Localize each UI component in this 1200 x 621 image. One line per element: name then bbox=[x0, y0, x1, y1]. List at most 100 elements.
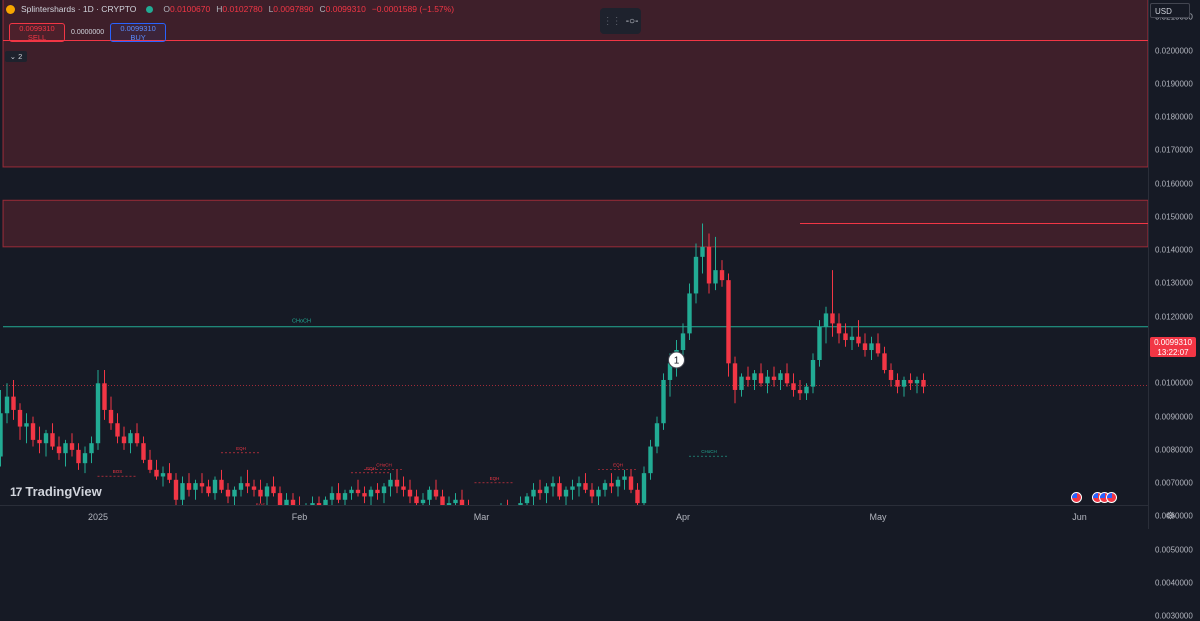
chart-pane[interactable]: CHoCHEQHBOSBOSEQHCHoCHEQLCHoCHEQHEQHCHoC… bbox=[0, 0, 1148, 505]
level-label: CHoCH bbox=[292, 319, 311, 325]
bullish-candle bbox=[349, 489, 354, 494]
last-price-label: 0.0099310 13:22:07 bbox=[1150, 337, 1196, 357]
bullish-candle bbox=[544, 486, 549, 494]
floating-drawing-toolbar[interactable]: ⋮⋮ -○- bbox=[600, 8, 641, 34]
structure-label: BOS bbox=[256, 502, 266, 505]
currency-selector[interactable]: USD bbox=[1150, 3, 1190, 18]
structure-label: BOS bbox=[113, 469, 123, 474]
bearish-candle bbox=[225, 489, 231, 497]
bearish-candle bbox=[199, 483, 205, 487]
trade-panel: 0.0099310 SELL 0.0000000 0.0099310 BUY bbox=[9, 23, 167, 42]
price-tick-label: 0.0140000 bbox=[1155, 245, 1193, 255]
bullish-candle bbox=[570, 486, 575, 490]
bearish-candle bbox=[635, 489, 640, 504]
bullish-candle bbox=[550, 483, 556, 487]
bullish-candle bbox=[193, 483, 198, 490]
bullish-candle bbox=[849, 336, 855, 341]
bearish-candle bbox=[167, 473, 172, 480]
time-tick-label: Mar bbox=[473, 512, 490, 522]
bearish-candle bbox=[537, 489, 543, 494]
bullish-candle bbox=[693, 256, 699, 294]
bullish-candle bbox=[602, 483, 608, 490]
time-tick-label: Apr bbox=[675, 512, 691, 522]
structure-label: CHoCH bbox=[376, 463, 392, 468]
sell-price: 0.0099310 bbox=[19, 24, 55, 33]
bullish-candle bbox=[778, 373, 783, 380]
splintershards-logo-icon bbox=[6, 4, 15, 14]
bearish-candle bbox=[355, 489, 361, 494]
symbol-title[interactable]: Splintershards · 1D · CRYPTO bbox=[21, 4, 137, 14]
bearish-candle bbox=[134, 433, 140, 444]
bearish-candle bbox=[732, 363, 738, 390]
time-axis[interactable]: 2025 Feb Mar Apr May Jun bbox=[0, 505, 1148, 529]
us-flag-icon[interactable] bbox=[1106, 492, 1117, 503]
bearish-candle bbox=[856, 336, 861, 344]
bullish-candle bbox=[531, 489, 536, 497]
bearish-candle bbox=[589, 489, 595, 497]
bullish-candle bbox=[381, 486, 387, 494]
bullish-candle bbox=[700, 246, 705, 257]
structure-label: EQH bbox=[490, 476, 500, 481]
structure-label: CHoCH bbox=[701, 449, 717, 454]
bearish-candle bbox=[745, 376, 751, 380]
price-tick-label: 0.0180000 bbox=[1155, 112, 1193, 122]
drag-handle-icon[interactable]: ⋮⋮ bbox=[602, 15, 622, 27]
bearish-candle bbox=[583, 483, 588, 490]
bullish-candle bbox=[238, 483, 244, 490]
bullish-candle bbox=[89, 443, 94, 454]
bullish-candle bbox=[765, 376, 770, 384]
price-tick-label: 0.0200000 bbox=[1155, 46, 1193, 55]
bullish-candle bbox=[596, 489, 601, 497]
symbol-legend: Splintershards · 1D · CRYPTO O0.0100670 … bbox=[6, 4, 454, 14]
bullish-candle bbox=[160, 473, 166, 477]
bearish-candle bbox=[771, 376, 777, 380]
us-flag-icon[interactable] bbox=[1071, 492, 1082, 503]
tradingview-logo-icon: 17 bbox=[10, 484, 22, 499]
bullish-candle bbox=[518, 503, 523, 505]
bearish-candle bbox=[258, 489, 263, 497]
price-tick-label: 0.0080000 bbox=[1155, 445, 1193, 455]
bearish-candle bbox=[69, 443, 75, 450]
bearish-candle bbox=[921, 379, 926, 387]
bearish-candle bbox=[219, 479, 224, 490]
sell-label: SELL bbox=[27, 32, 47, 42]
bearish-candle bbox=[875, 343, 881, 354]
bullish-candle bbox=[212, 479, 218, 494]
bearish-candle bbox=[76, 449, 81, 464]
candlestick-chart[interactable]: CHoCHEQHBOSBOSEQHCHoCHEQLCHoCHEQHEQHCHoC… bbox=[0, 0, 1148, 505]
price-axis[interactable]: 0.02400000.02300000.02200000.02100000.02… bbox=[1148, 0, 1200, 621]
bullish-candle bbox=[43, 433, 49, 444]
bearish-candle bbox=[440, 496, 445, 505]
bearish-candle bbox=[836, 323, 842, 334]
tradingview-logo[interactable]: 17 TradingView bbox=[10, 484, 102, 499]
sell-button[interactable]: 0.0099310 SELL bbox=[9, 23, 65, 42]
bearish-candle bbox=[108, 409, 114, 424]
gear-icon[interactable]: ⚙ bbox=[1166, 511, 1175, 522]
bullish-candle bbox=[667, 363, 673, 380]
horizontal-line-tool-icon[interactable]: -○- bbox=[625, 15, 639, 27]
ohlc-open-key: O bbox=[163, 4, 171, 14]
price-tick-label: 0.0050000 bbox=[1155, 545, 1193, 555]
annotation-bubble bbox=[668, 351, 685, 369]
bullish-candle bbox=[563, 489, 569, 497]
bearish-candle bbox=[784, 373, 790, 384]
ohlc-close: C0.0099310 bbox=[319, 4, 365, 14]
bearish-candle bbox=[609, 483, 614, 487]
bullish-candle bbox=[661, 379, 666, 424]
structure-label: EQH bbox=[613, 463, 623, 468]
bearish-candle bbox=[557, 483, 562, 497]
bullish-candle bbox=[752, 373, 757, 380]
bullish-candle bbox=[95, 383, 101, 444]
bar-countdown: 13:22:07 bbox=[1157, 347, 1189, 357]
bearish-candle bbox=[37, 439, 42, 444]
bearish-candle bbox=[11, 396, 16, 410]
buy-button[interactable]: 0.0099310 BUY bbox=[110, 23, 167, 42]
time-tick-label: May bbox=[869, 512, 887, 522]
bearish-candle bbox=[251, 486, 257, 490]
indicators-toggle[interactable]: ⌄ 2 bbox=[5, 51, 27, 62]
bullish-candle bbox=[446, 503, 452, 505]
bearish-candle bbox=[316, 503, 322, 505]
bullish-candle bbox=[180, 483, 185, 500]
bullish-candle bbox=[869, 343, 874, 351]
price-tick-label: 0.0030000 bbox=[1155, 611, 1193, 621]
